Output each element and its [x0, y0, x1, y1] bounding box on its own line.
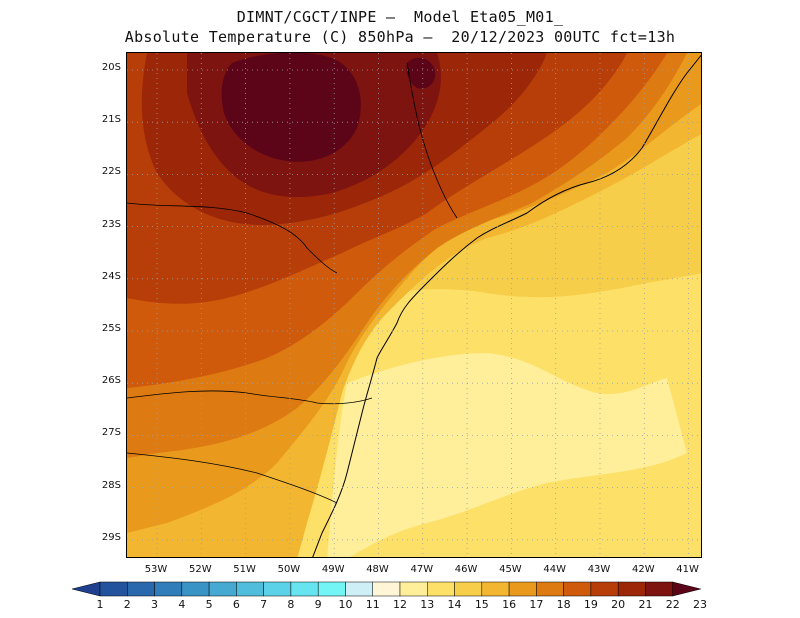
latitude-label: 20S: [101, 62, 121, 73]
colorbar-segment: [263, 581, 292, 597]
colorbar-segment: [399, 581, 428, 597]
colorbar-label: 23: [693, 598, 707, 611]
colorbar-segment: [427, 581, 455, 597]
latitude-label: 22S: [101, 166, 121, 178]
colorbar-label: 3: [151, 598, 159, 611]
longitude-label: 48W: [366, 564, 389, 575]
colorbar-arrow-low: [71, 581, 101, 597]
colorbar-segment: [181, 581, 210, 597]
colorbar-label: 5: [205, 598, 213, 611]
colorbar-label: 4: [178, 598, 186, 611]
colorbar-label: 13: [420, 598, 435, 611]
colorbar-segment: [236, 581, 264, 597]
colorbar-segment: [536, 581, 564, 597]
field-band-22: [221, 53, 361, 162]
temperature-field-map: [127, 53, 701, 557]
colorbar-segment: [508, 581, 537, 597]
colorbar-segment: [154, 581, 183, 597]
colorbar-label: 14: [447, 598, 462, 611]
colorbar-label: 2: [123, 598, 131, 611]
title-line-2: Absolute Temperature (C) 850hPa – 20/12/…: [124, 28, 676, 46]
colorbar-segment: [290, 581, 319, 597]
longitude-label: 49W: [321, 564, 345, 575]
longitude-label: 43W: [587, 564, 611, 575]
colorbar-label: 19: [583, 598, 598, 611]
longitude-label: 42W: [631, 564, 655, 575]
longitude-label: 53W: [144, 564, 168, 575]
colorbar-segment: [345, 581, 373, 597]
graticule: [127, 53, 701, 557]
field-band-12-south: [327, 353, 687, 557]
latitude-label: 26S: [101, 375, 121, 387]
colorbar-segment: [127, 581, 155, 597]
longitude-label: 44W: [543, 564, 566, 575]
state-border-1: [127, 202, 338, 274]
colorbar-segment: [208, 581, 237, 597]
colorbar-segment: [563, 581, 592, 597]
longitude-label: 45W: [499, 564, 522, 575]
colorbar-label: 18: [556, 598, 571, 611]
state-border-2: [127, 390, 373, 405]
colorbar-segment: [645, 581, 673, 597]
latitude-label: 25S: [101, 323, 121, 334]
longitude-label: 51W: [233, 564, 256, 575]
colorbar-label: 21: [638, 598, 653, 611]
latitude-label: 23S: [101, 218, 121, 230]
colorbar-label: 9: [314, 598, 322, 611]
latitude-label: 28S: [101, 479, 121, 491]
latitude-label: 24S: [101, 270, 121, 282]
title-line-1: DIMNT/CGCT/INPE – Model Eta05_M01_: [236, 8, 564, 26]
field-band-22-east: [406, 57, 436, 89]
colorbar-label: 16: [502, 598, 517, 611]
map-panel: [126, 52, 702, 558]
colorbar-segment: [99, 581, 128, 597]
coastline: [312, 54, 701, 557]
colorbar-label: 10: [338, 598, 353, 611]
colorbar-label: 11: [365, 598, 380, 611]
colorbar-label: 12: [393, 598, 407, 611]
colorbar-segment: [481, 581, 510, 597]
colorbar-segment: [372, 581, 401, 597]
colorbar-label: 8: [287, 598, 295, 611]
colorbar-label: 1: [96, 598, 104, 611]
colorbar-segment: [590, 581, 619, 597]
colorbar-segment: [317, 581, 346, 597]
colorbar-segment: [454, 581, 483, 597]
longitude-label: 47W: [410, 564, 434, 575]
latitude-label: 27S: [101, 427, 121, 439]
longitude-label: 50W: [277, 564, 301, 575]
colorbar-label: 15: [474, 598, 489, 611]
longitude-label: 52W: [188, 564, 212, 575]
longitude-label: 41W: [676, 564, 699, 575]
state-border-4: [406, 62, 458, 219]
state-border-3: [127, 452, 338, 504]
colorbar-label: 17: [529, 598, 544, 611]
colorbar-label: 6: [232, 598, 240, 611]
colorbar-label: 20: [611, 598, 626, 611]
colorbar-label: 22: [665, 598, 680, 611]
latitude-label: 21S: [101, 114, 121, 126]
longitude-label: 46W: [454, 564, 478, 575]
latitude-label: 29S: [101, 531, 121, 543]
colorbar-segment: [617, 581, 646, 597]
colorbar-label: 7: [260, 598, 268, 611]
colorbar-arrow-high: [672, 581, 701, 597]
